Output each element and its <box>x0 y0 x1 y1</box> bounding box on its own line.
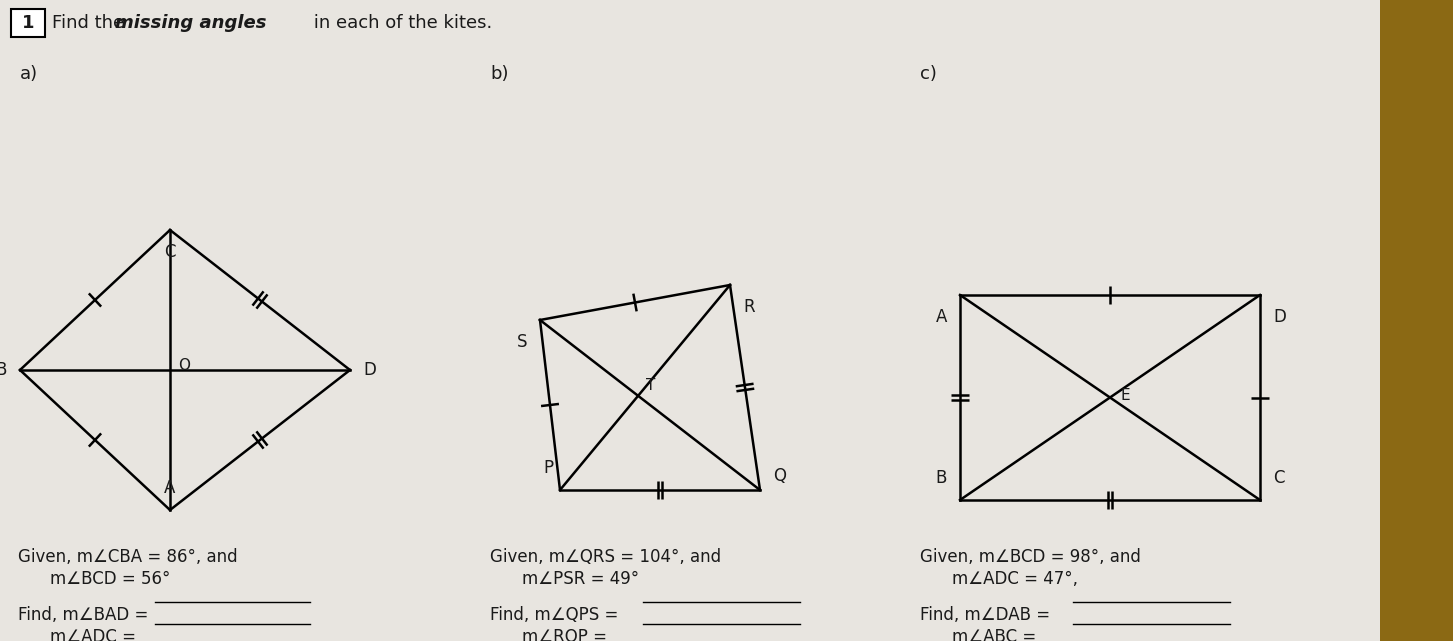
Text: Find, m∠BAD =: Find, m∠BAD = <box>17 606 148 624</box>
Text: S: S <box>516 333 527 351</box>
Text: c): c) <box>920 65 937 83</box>
Text: T: T <box>647 378 655 392</box>
Text: Find, m∠DAB =: Find, m∠DAB = <box>920 606 1051 624</box>
Text: D: D <box>363 361 376 379</box>
Text: Find, m∠QPS =: Find, m∠QPS = <box>490 606 619 624</box>
Text: C: C <box>1273 469 1284 487</box>
Text: A: A <box>164 479 176 497</box>
Text: B: B <box>936 469 947 487</box>
Text: Given, m∠BCD = 98°, and: Given, m∠BCD = 98°, and <box>920 548 1141 566</box>
Text: m∠ADC =: m∠ADC = <box>49 628 137 641</box>
Text: R: R <box>742 298 754 316</box>
Text: m∠RQP =: m∠RQP = <box>522 628 607 641</box>
Text: in each of the kites.: in each of the kites. <box>308 14 493 32</box>
Text: D: D <box>1273 308 1286 326</box>
Text: E: E <box>1122 388 1130 403</box>
Text: m∠PSR = 49°: m∠PSR = 49° <box>522 570 639 588</box>
Text: b): b) <box>490 65 509 83</box>
FancyBboxPatch shape <box>12 9 45 37</box>
Text: Given, m∠CBA = 86°, and: Given, m∠CBA = 86°, and <box>17 548 238 566</box>
Bar <box>1380 0 1453 641</box>
Text: O: O <box>179 358 190 374</box>
Text: missing angles: missing angles <box>115 14 266 32</box>
Text: Find the: Find the <box>52 14 129 32</box>
Text: P: P <box>543 459 554 477</box>
Text: m∠BCD = 56°: m∠BCD = 56° <box>49 570 170 588</box>
Text: a): a) <box>20 65 38 83</box>
Text: Given, m∠QRS = 104°, and: Given, m∠QRS = 104°, and <box>490 548 721 566</box>
Text: B: B <box>0 361 7 379</box>
Text: A: A <box>936 308 947 326</box>
Text: C: C <box>164 243 176 261</box>
Text: m∠ADC = 47°,: m∠ADC = 47°, <box>952 570 1078 588</box>
Text: 1: 1 <box>22 14 35 32</box>
Text: Q: Q <box>773 467 786 485</box>
Text: m∠ABC =: m∠ABC = <box>952 628 1036 641</box>
